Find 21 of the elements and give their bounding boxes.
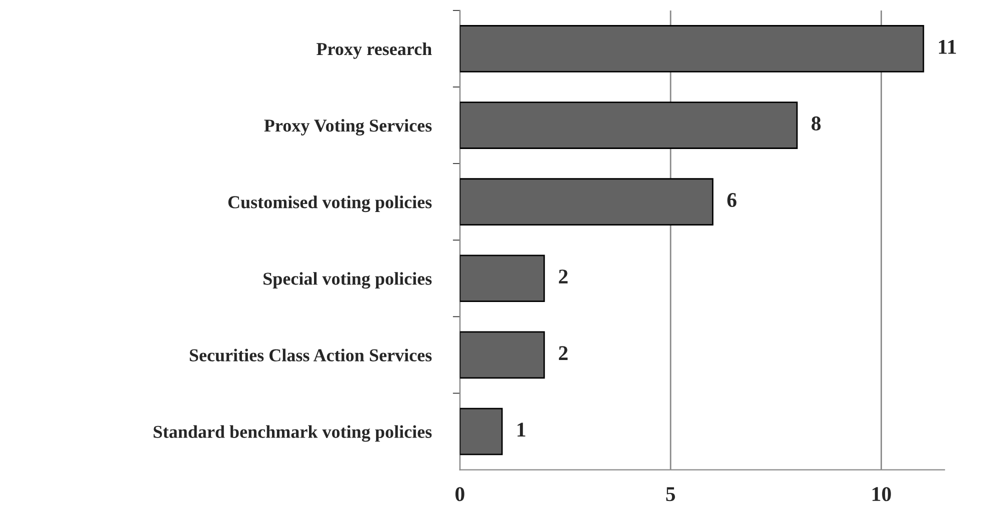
data-label: 2: [558, 346, 568, 360]
data-label: 8: [812, 116, 821, 130]
data-label: 11: [938, 40, 956, 54]
bar: [460, 102, 798, 149]
bar: [460, 254, 545, 302]
y-tick-label: Standard benchmark voting policies: [154, 425, 432, 442]
bar: [460, 25, 924, 72]
bar: [460, 408, 503, 456]
y-tick-label: Securities Class Action Services: [190, 348, 432, 362]
y-tick-label: Proxy Voting Services: [264, 119, 432, 136]
data-label: 2: [558, 270, 568, 284]
x-tick-label: 5: [666, 487, 676, 502]
x-tick-label: 10: [872, 487, 891, 502]
bar: [460, 178, 714, 226]
y-tick-label: Customised voting policies: [228, 196, 432, 212]
bar: [460, 331, 545, 379]
y-tick-label: Proxy research: [316, 42, 432, 59]
data-label: 6: [727, 193, 736, 208]
x-tick-label: 0: [455, 487, 464, 502]
data-label: 1: [518, 422, 526, 437]
y-tick-label: Special voting policies: [264, 272, 432, 289]
